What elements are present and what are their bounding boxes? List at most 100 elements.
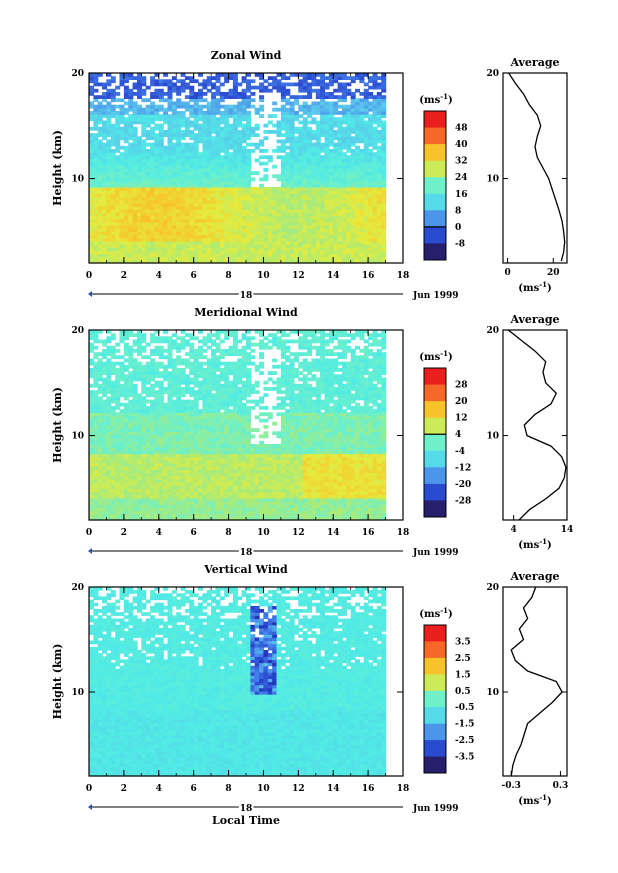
heatmap-cell [206,183,212,188]
heatmap-cell [350,98,356,103]
heatmap-cell [171,259,177,264]
heatmap-cell [145,494,151,499]
heatmap-cell [307,212,313,217]
heatmap-cell [115,478,121,483]
heatmap-cell [141,456,147,461]
heatmap-cell [324,82,330,87]
heatmap-cell [224,225,230,229]
heatmap-cell [232,253,238,258]
heatmap-cell [372,212,378,217]
heatmap-cell [93,466,99,470]
heatmap-cell [280,212,286,217]
heatmap-cell [115,149,121,153]
heatmap-cell [132,228,138,232]
heatmap-cell [232,92,238,96]
heatmap-cell [154,402,160,407]
heatmap-cell [189,79,195,84]
heatmap-cell [211,237,217,242]
heatmap-cell [171,440,177,445]
heatmap-cell [141,215,147,220]
heatmap-cell [206,111,212,115]
heatmap-cell [89,225,94,229]
heatmap-cell [206,130,212,134]
heatmap-cell [198,111,203,115]
colorbar-swatch [424,111,446,129]
heatmap-cell [132,494,138,499]
heatmap-cell [167,358,173,363]
heatmap-cell [346,177,352,182]
heatmap-cell [110,336,116,341]
heatmap-cell [93,485,99,489]
heatmap-cell [89,513,94,518]
heatmap-cell [128,107,134,112]
heatmap-cell [119,209,125,213]
heatmap-cell [193,221,199,226]
heatmap-cell [355,123,360,128]
heatmap-cell [320,212,326,217]
heatmap-cell [219,244,225,248]
heatmap-cell [189,406,195,410]
heatmap-cell [163,377,169,382]
heatmap-cell [206,225,212,229]
heatmap-cell [202,114,208,118]
heatmap-cell [324,142,330,147]
heatmap-cell [158,240,164,245]
heatmap-cell [176,399,182,404]
heatmap-cell [180,117,186,122]
heatmap-cell [337,225,343,229]
heatmap-cell [180,418,186,423]
heatmap-cell [228,218,234,223]
heatmap-cell [102,98,108,103]
heatmap-cell [302,107,308,112]
heatmap-cell [93,440,99,445]
heatmap-cell [106,92,112,96]
heatmap-cell [350,177,356,182]
heatmap-cell [132,196,138,201]
heatmap-cell [150,358,156,363]
heatmap-cell [228,199,234,204]
heatmap-cell [189,98,195,103]
heatmap-cell [180,504,186,508]
heatmap-cell [302,215,308,220]
heatmap-cell [171,472,177,477]
heatmap-cell [167,231,173,236]
heatmap-cell [110,250,116,255]
heatmap-cell [128,434,134,439]
heatmap-cell [180,330,186,334]
heatmap-cell [307,164,313,169]
heatmap-cell [132,117,138,122]
heatmap-cell [215,247,221,251]
heatmap-cell [333,250,339,255]
heatmap-cell [320,171,326,175]
heatmap-cell [189,447,195,451]
heatmap-cell [123,482,129,486]
heatmap-cell [280,104,286,109]
heatmap-cell [123,418,129,423]
heatmap-cell [350,247,356,251]
heatmap-cell [132,333,138,337]
heatmap-cell [307,107,313,112]
heatmap-cell [193,456,199,461]
heatmap-cell [294,142,299,147]
heatmap-cell [381,145,387,150]
heatmap-cell [272,237,278,242]
heatmap-cell [145,218,151,223]
heatmap-cell [184,123,190,128]
heatmap-cell [337,76,343,80]
heatmap-cell [106,358,112,363]
heatmap-cell [198,193,203,198]
heatmap-cell [285,111,291,115]
heatmap-cell [250,206,256,210]
heatmap-cell [102,494,108,499]
heatmap-cell [158,168,164,172]
heatmap-cell [311,111,317,115]
heatmap-cell [280,120,286,125]
heatmap-cell [198,206,203,210]
heatmap-cell [150,161,156,166]
heatmap-cell [128,361,134,366]
heatmap-cell [137,434,142,439]
heatmap-cell [193,218,199,223]
heatmap-cell [141,253,147,258]
heatmap-cell [89,333,94,337]
heatmap-cell [128,504,134,508]
